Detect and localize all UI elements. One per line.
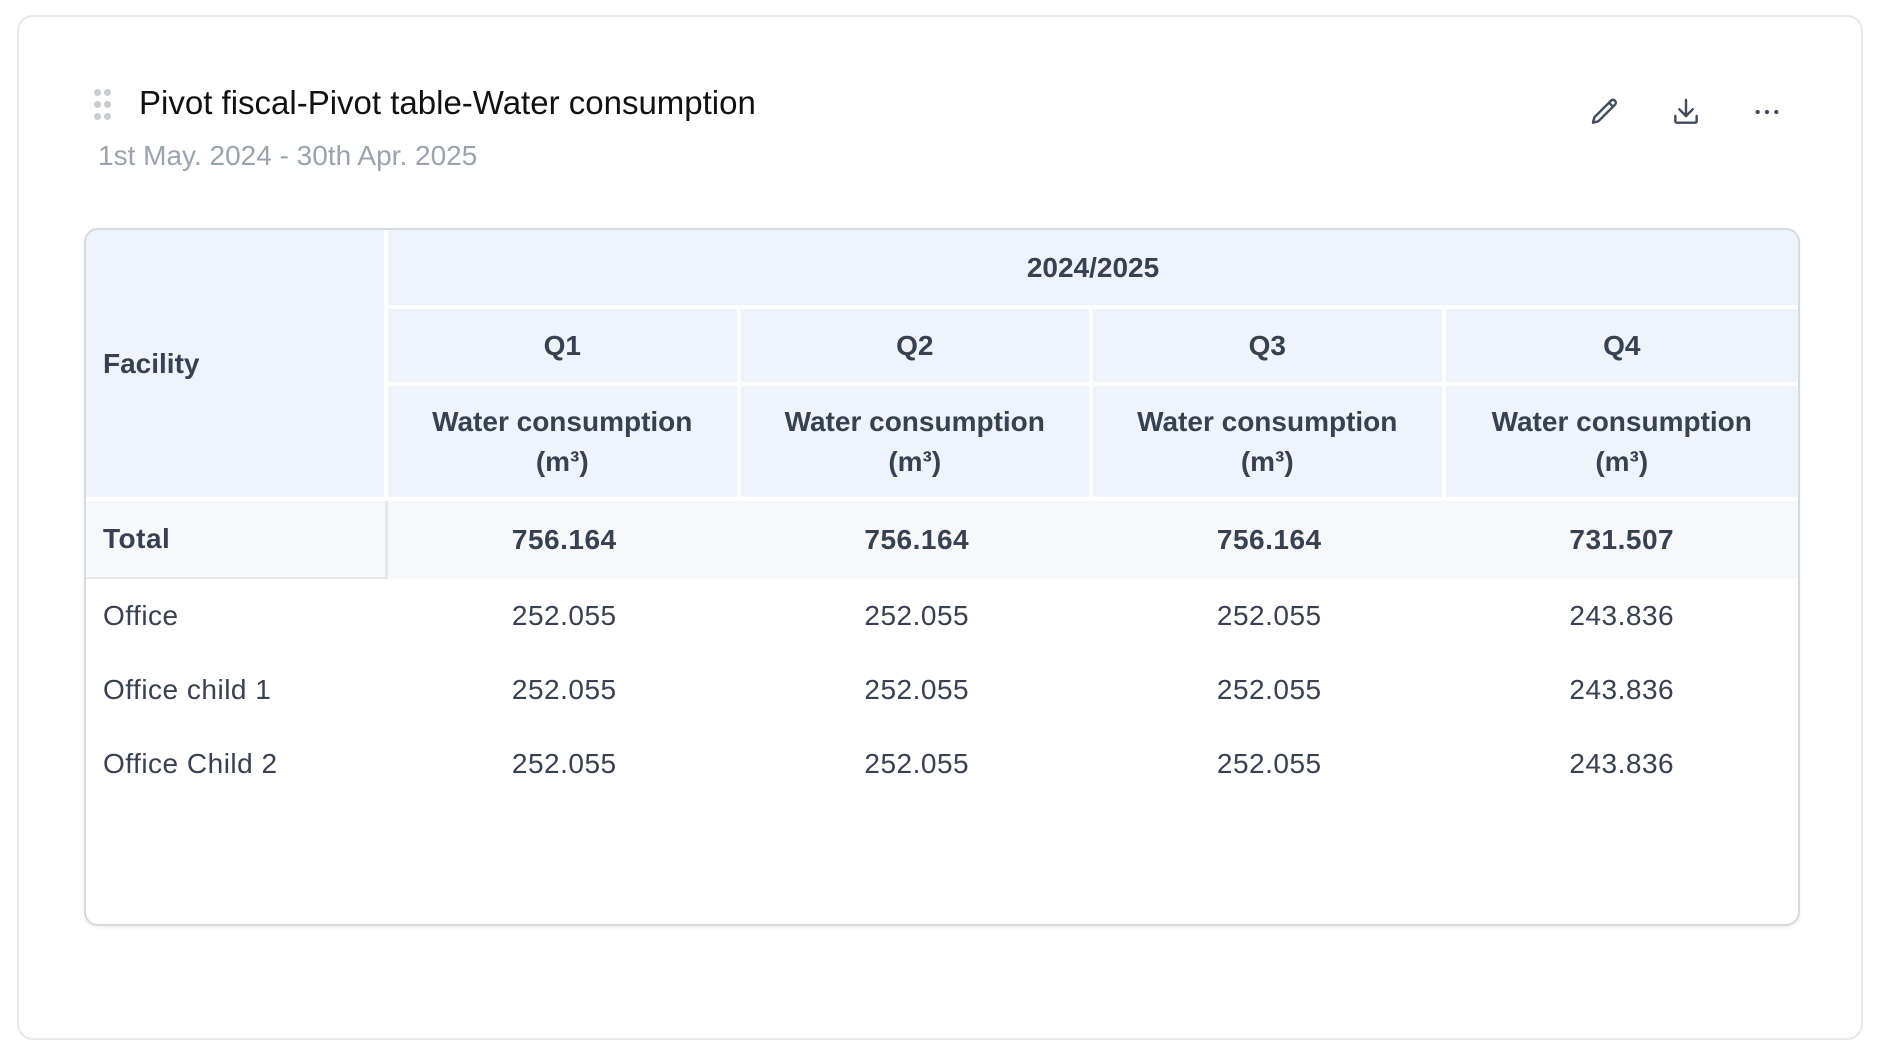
value-cell: 252.055 xyxy=(864,748,970,779)
row-header-facility[interactable]: Facility xyxy=(86,230,388,501)
value-cell: 243.836 xyxy=(1569,674,1675,705)
total-cell: 756.164 xyxy=(388,501,741,579)
pivot-table: Facility 2024/2025 Q1 Q2 Q3 Q4 Water con… xyxy=(84,228,1800,926)
column-header-q1: Q1 xyxy=(388,309,741,386)
value-cell: 252.055 xyxy=(864,600,970,631)
measure-header: Water consumption (m³) xyxy=(740,386,1093,501)
value-cell: 252.055 xyxy=(1216,748,1322,779)
more-horizontal-icon xyxy=(1755,109,1779,115)
value-cell: 252.055 xyxy=(511,748,617,779)
widget-title: Pivot fiscal-Pivot table-Water consumpti… xyxy=(139,84,756,121)
row-label: Office child 1 xyxy=(103,674,272,705)
value-cell: 252.055 xyxy=(511,600,617,631)
row-label: Office xyxy=(103,600,179,631)
column-header-q4: Q4 xyxy=(1445,309,1798,386)
row-label: Office Child 2 xyxy=(103,748,278,779)
pencil-icon xyxy=(1591,98,1618,124)
value-cell: 252.055 xyxy=(864,674,970,705)
measure-header: Water consumption (m³) xyxy=(388,386,741,501)
row-label-total: Total xyxy=(86,501,388,579)
total-cell: 756.164 xyxy=(1093,501,1446,579)
total-cell: 731.507 xyxy=(1445,501,1798,579)
drag-handle-icon[interactable] xyxy=(94,89,112,121)
download-icon xyxy=(1674,98,1698,124)
more-options-button[interactable] xyxy=(1747,92,1787,132)
date-range: 1st May. 2024 - 30th Apr. 2025 xyxy=(98,140,478,171)
column-header-q2: Q2 xyxy=(740,309,1093,386)
download-button[interactable] xyxy=(1666,92,1706,132)
measure-header: Water consumption (m³) xyxy=(1093,386,1446,501)
edit-button[interactable] xyxy=(1585,92,1625,132)
value-cell: 252.055 xyxy=(511,674,617,705)
column-header-year: 2024/2025 xyxy=(388,230,1798,309)
total-cell: 756.164 xyxy=(740,501,1093,579)
value-cell: 243.836 xyxy=(1569,748,1675,779)
value-cell: 243.836 xyxy=(1569,600,1675,631)
value-cell: 252.055 xyxy=(1216,600,1322,631)
value-cell: 252.055 xyxy=(1216,674,1322,705)
measure-header: Water consumption (m³) xyxy=(1445,386,1798,501)
column-header-q3: Q3 xyxy=(1093,309,1446,386)
